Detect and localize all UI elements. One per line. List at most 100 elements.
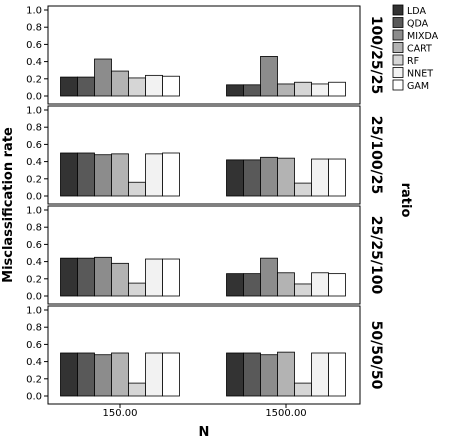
bar — [311, 158, 329, 197]
bar — [77, 76, 95, 97]
bar — [328, 273, 346, 297]
bar — [111, 262, 129, 297]
bar — [311, 83, 329, 97]
bar — [145, 258, 163, 297]
bar — [77, 352, 95, 397]
bar — [162, 152, 180, 197]
bar — [277, 157, 295, 197]
facet-label: 100/25/25 — [368, 16, 384, 94]
legend-label: QDA — [407, 19, 429, 30]
y-tick-label: 0.8 — [26, 23, 42, 34]
bar — [260, 156, 278, 197]
bar — [111, 70, 129, 97]
bar — [128, 382, 146, 397]
bar — [145, 153, 163, 197]
bar — [243, 273, 261, 297]
facet-label: 25/100/25 — [368, 116, 384, 194]
legend-swatch — [392, 79, 404, 91]
y-axis-title: Misclassification rate — [1, 127, 16, 283]
bar — [128, 282, 146, 297]
y-tick-label: 0.8 — [26, 123, 42, 134]
legend-swatch — [392, 29, 404, 41]
bar — [94, 354, 112, 397]
y-tick-label: 0.4 — [26, 257, 42, 268]
bar — [328, 352, 346, 397]
legend-label: LDA — [407, 6, 426, 17]
y-tick-label: 0.2 — [26, 374, 42, 385]
legend-swatch — [392, 54, 404, 66]
bar — [294, 81, 312, 97]
bar — [94, 256, 112, 297]
bar — [260, 257, 278, 297]
legend-swatch — [392, 67, 404, 78]
y-tick-label: 1.0 — [26, 206, 42, 217]
y-tick-label: 0.2 — [26, 174, 42, 185]
y-tick-label: 0.8 — [26, 323, 42, 334]
bar — [94, 154, 112, 197]
y-tick-label: 0.4 — [26, 157, 42, 168]
bar — [145, 352, 163, 397]
facet-axis-title: ratio — [398, 183, 413, 218]
bar — [60, 352, 78, 397]
bar — [60, 76, 78, 97]
y-tick-label: 0.0 — [26, 92, 42, 103]
legend-swatch — [392, 17, 404, 28]
y-tick-label: 0.6 — [26, 240, 42, 251]
legend-swatch — [392, 4, 404, 16]
y-tick-label: 0.6 — [26, 340, 42, 351]
bar — [111, 153, 129, 197]
y-tick-label: 0.4 — [26, 57, 42, 68]
bar — [243, 159, 261, 197]
bar — [162, 75, 180, 97]
bar — [294, 182, 312, 197]
bar — [94, 58, 112, 97]
facet-label: 50/50/50 — [368, 321, 384, 390]
legend-swatch — [392, 42, 404, 53]
bar — [294, 382, 312, 397]
bar — [162, 258, 180, 297]
bar — [77, 257, 95, 297]
y-tick-label: 0.6 — [26, 40, 42, 51]
bar — [243, 352, 261, 397]
y-tick-label: 0.6 — [26, 140, 42, 151]
bar — [311, 272, 329, 297]
bar — [260, 56, 278, 97]
y-tick-label: 0.0 — [26, 392, 42, 403]
legend-label: CART — [407, 44, 432, 55]
bar — [328, 81, 346, 97]
bar — [328, 158, 346, 197]
bar — [311, 352, 329, 397]
bar — [77, 152, 95, 197]
bar — [277, 351, 295, 397]
x-tick-label: 1500.00 — [265, 408, 306, 419]
legend-label: RF — [407, 56, 419, 67]
y-tick-label: 0.0 — [26, 292, 42, 303]
bar — [128, 77, 146, 97]
x-axis-title: N — [199, 425, 210, 440]
legend-label: GAM — [407, 81, 429, 92]
bar — [111, 352, 129, 397]
bar — [243, 84, 261, 97]
y-tick-label: 0.0 — [26, 192, 42, 203]
bar — [226, 352, 244, 397]
y-tick-label: 1.0 — [26, 6, 42, 17]
y-tick-label: 0.4 — [26, 357, 42, 368]
bar — [60, 152, 78, 197]
bar — [260, 354, 278, 397]
bar — [226, 84, 244, 97]
facet-label: 25/25/100 — [368, 216, 384, 295]
y-tick-label: 0.8 — [26, 223, 42, 234]
bar — [226, 273, 244, 297]
bar — [294, 283, 312, 297]
legend-label: NNET — [407, 69, 433, 80]
y-tick-label: 0.2 — [26, 274, 42, 285]
bar — [277, 272, 295, 297]
x-tick-label: 150.00 — [103, 408, 138, 419]
bar — [145, 74, 163, 97]
bar — [226, 159, 244, 197]
legend-label: MIXDA — [407, 31, 439, 42]
bar — [162, 352, 180, 397]
y-tick-label: 0.2 — [26, 74, 42, 85]
y-tick-label: 1.0 — [26, 306, 42, 317]
